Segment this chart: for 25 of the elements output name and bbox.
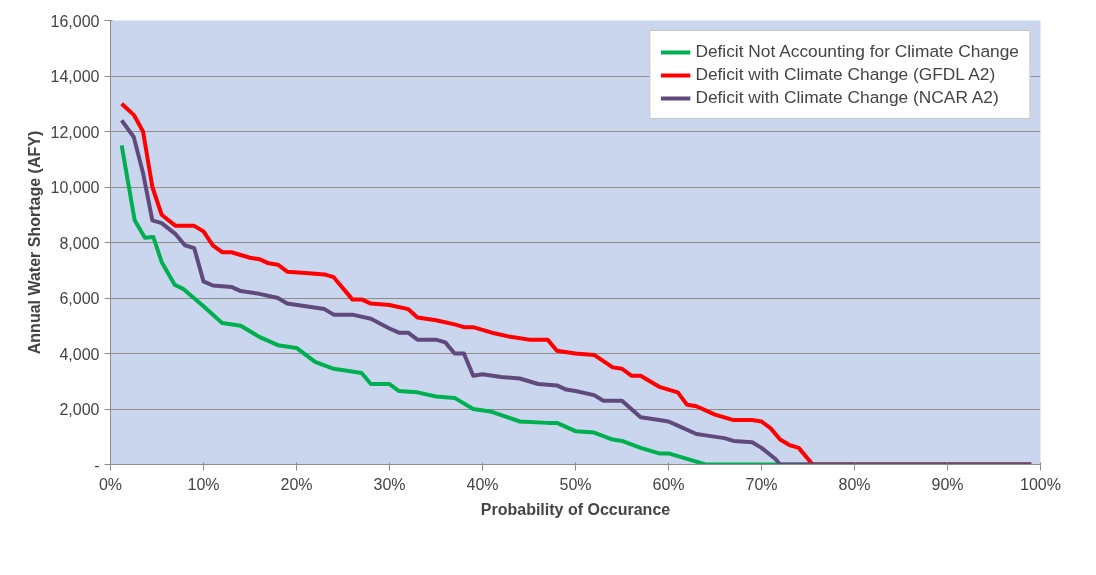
x-tick-label: 30% bbox=[373, 475, 406, 493]
x-tick-label: 0% bbox=[98, 475, 123, 493]
x-tick-label: 90% bbox=[931, 475, 964, 493]
y-tick-label: 8,000 bbox=[59, 234, 100, 252]
x-tick-label: 20% bbox=[280, 475, 313, 493]
y-tick-label: 4,000 bbox=[59, 345, 100, 363]
x-tick-label: 70% bbox=[745, 475, 778, 493]
x-tick-label: 100% bbox=[1020, 475, 1061, 493]
x-tick-label: 50% bbox=[559, 475, 592, 493]
x-tick-label: 60% bbox=[652, 475, 685, 493]
x-tick-label: 80% bbox=[838, 475, 871, 493]
x-tick-label: 10% bbox=[187, 475, 220, 493]
y-tick-label: 16,000 bbox=[50, 12, 100, 30]
x-tick-label: 40% bbox=[466, 475, 499, 493]
y-tick-label: 6,000 bbox=[59, 290, 100, 307]
y-tick-label: 12,000 bbox=[50, 123, 100, 141]
y-axis-title: Annual Water Shortage (AFY) bbox=[25, 130, 43, 355]
legend-label: Deficit with Climate Change (NCAR A2) bbox=[695, 87, 999, 108]
legend-label: Deficit Not Accounting for Climate Change bbox=[695, 41, 1019, 62]
y-tick-label: 14,000 bbox=[50, 68, 100, 85]
y-tick-label: 2,000 bbox=[59, 401, 100, 418]
legend-label: Deficit with Climate Change (GFDL A2) bbox=[695, 64, 996, 85]
x-axis-title: Probability of Occurance bbox=[480, 500, 671, 518]
y-tick-label: - bbox=[94, 456, 100, 474]
y-tick-label: 10,000 bbox=[50, 179, 100, 196]
